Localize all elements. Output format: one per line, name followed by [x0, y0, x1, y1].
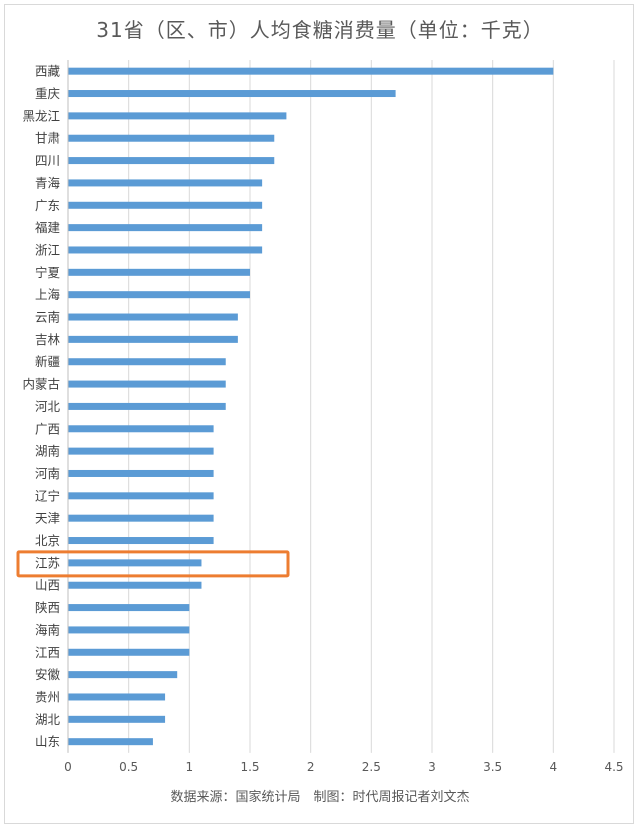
bar	[68, 402, 226, 410]
x-tick-label: 4	[550, 760, 558, 774]
category-label: 辽宁	[35, 488, 60, 503]
bar	[68, 179, 263, 187]
x-tick-label: 1.5	[240, 760, 259, 774]
category-label: 宁夏	[35, 265, 61, 280]
x-tick-label: 2	[307, 760, 315, 774]
bar	[68, 246, 263, 254]
category-label: 上海	[35, 287, 61, 302]
category-label: 新疆	[35, 354, 60, 369]
category-label: 内蒙古	[22, 377, 60, 392]
category-label: 福建	[35, 220, 61, 235]
bar	[68, 157, 275, 165]
x-tick-label: 0	[64, 760, 72, 774]
category-label: 甘肃	[35, 131, 60, 146]
bar	[68, 67, 554, 75]
category-label: 吉林	[35, 332, 61, 347]
category-label: 北京	[35, 533, 60, 548]
bar	[68, 224, 263, 232]
bar	[68, 380, 226, 388]
bar	[68, 693, 166, 701]
category-label: 湖南	[35, 444, 60, 459]
x-tick-label: 4.5	[604, 760, 623, 774]
bar	[68, 201, 263, 209]
bar	[68, 671, 178, 679]
bar	[68, 715, 166, 723]
category-label: 天津	[35, 511, 60, 526]
x-tick-label: 2.5	[362, 760, 381, 774]
category-label: 四川	[35, 153, 60, 168]
bar	[68, 581, 202, 589]
category-label: 云南	[35, 310, 60, 325]
x-tick-label: 3.5	[483, 760, 502, 774]
category-label: 江苏	[35, 555, 60, 570]
category-label: 江西	[35, 645, 60, 660]
bar	[68, 492, 214, 500]
bar	[68, 112, 287, 120]
category-label: 黑龙江	[22, 108, 60, 123]
bar	[68, 514, 214, 522]
bar	[68, 268, 250, 276]
category-label: 山东	[35, 734, 60, 749]
category-label: 湖北	[35, 712, 61, 727]
bar	[68, 313, 238, 321]
bar	[68, 537, 214, 545]
category-label: 重庆	[35, 86, 61, 101]
chart-title: 31省（区、市）人均食糖消费量（单位：千克）	[96, 18, 544, 42]
bar	[68, 291, 250, 299]
bar	[68, 335, 238, 343]
bar	[68, 425, 214, 433]
bar	[68, 626, 190, 634]
bar	[68, 447, 214, 455]
bar	[68, 559, 202, 567]
bar	[68, 648, 190, 656]
x-tick-label: 1	[186, 760, 194, 774]
bar	[68, 469, 214, 477]
bar	[68, 134, 275, 142]
category-label: 广西	[35, 421, 60, 436]
bar	[68, 90, 396, 98]
category-label: 山西	[35, 578, 60, 593]
category-label: 海南	[35, 622, 60, 637]
category-label: 河南	[35, 466, 60, 481]
bar	[68, 358, 226, 366]
category-label: 贵州	[35, 689, 60, 704]
category-label: 青海	[35, 175, 61, 190]
x-tick-label: 0.5	[119, 760, 138, 774]
category-label: 安徽	[35, 667, 61, 682]
bar	[68, 604, 190, 612]
category-label: 广东	[35, 198, 60, 213]
bar	[68, 738, 153, 746]
category-label: 浙江	[35, 242, 60, 257]
highlight-box	[16, 550, 290, 578]
source-note: 数据来源：国家统计局 制图：时代周报记者刘文杰	[170, 790, 470, 805]
category-label: 河北	[35, 399, 61, 414]
category-label: 陕西	[35, 600, 60, 615]
chart-frame	[4, 4, 634, 824]
category-label: 西藏	[35, 64, 61, 79]
x-tick-label: 3	[428, 760, 436, 774]
